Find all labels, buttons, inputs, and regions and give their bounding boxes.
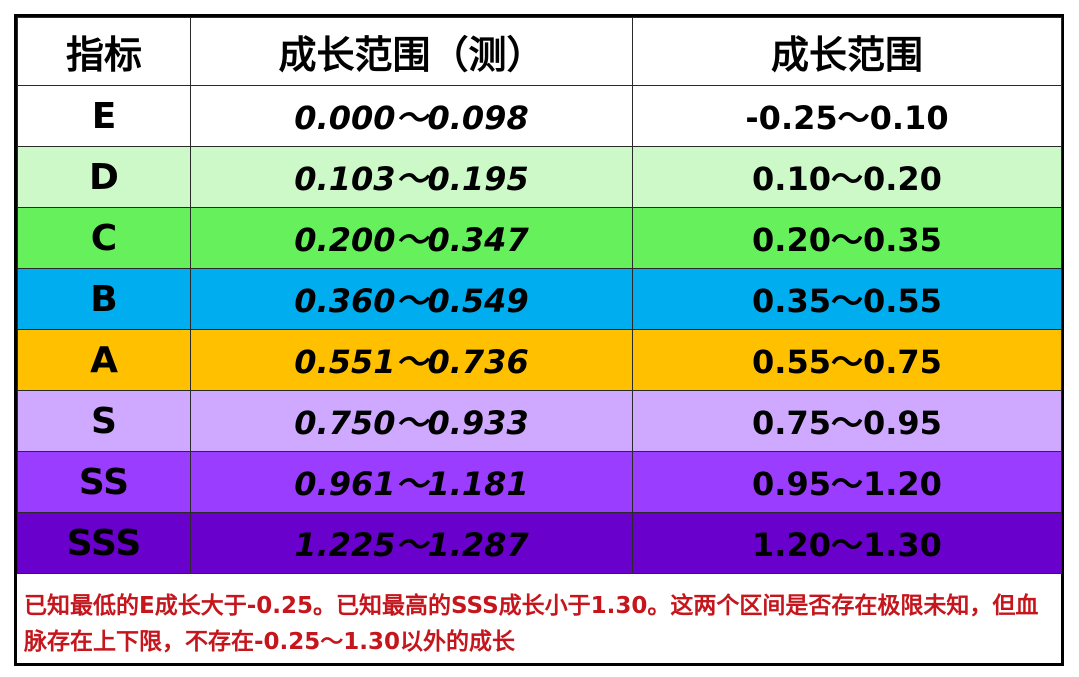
footnote-text: 已知最低的E成长大于-0.25。已知最高的SSS成长小于1.30。这两个区间是否… <box>24 593 1039 655</box>
grade-cell: D <box>17 146 191 208</box>
grade-cell: S <box>17 390 191 452</box>
header-growth-range: 成长范围 <box>632 17 1062 86</box>
measured-range-cell: 0.961～1.181 <box>190 451 633 513</box>
growth-range-cell: 0.20～0.35 <box>632 207 1062 269</box>
measured-range-cell: 0.000～0.098 <box>190 85 633 147</box>
header-measured-range: 成长范围（测） <box>190 17 633 86</box>
table-row: E 0.000～0.098 -0.25～0.10 <box>17 85 1062 147</box>
table-row: B 0.360～0.549 0.35～0.55 <box>17 268 1062 330</box>
growth-range-cell: -0.25～0.10 <box>632 85 1062 147</box>
measured-range-cell: 0.360～0.549 <box>190 268 633 330</box>
table-row: D 0.103～0.195 0.10～0.20 <box>17 146 1062 208</box>
table-row: S 0.750～0.933 0.75～0.95 <box>17 390 1062 452</box>
table-row: SS 0.961～1.181 0.95～1.20 <box>17 451 1062 513</box>
table-row: C 0.200～0.347 0.20～0.35 <box>17 207 1062 269</box>
measured-range-cell: 0.103～0.195 <box>190 146 633 208</box>
grade-cell: C <box>17 207 191 269</box>
growth-table-frame: 指标 成长范围（测） 成长范围 E 0.000～0.098 -0.25～0.10… <box>14 14 1064 666</box>
growth-range-cell: 1.20～1.30 <box>632 512 1062 574</box>
measured-range-cell: 1.225～1.287 <box>190 512 633 574</box>
measured-range-cell: 0.200～0.347 <box>190 207 633 269</box>
growth-range-cell: 0.95～1.20 <box>632 451 1062 513</box>
measured-range-cell: 0.551～0.736 <box>190 329 633 391</box>
growth-range-cell: 0.75～0.95 <box>632 390 1062 452</box>
grade-cell: SS <box>17 451 191 513</box>
measured-range-cell: 0.750～0.933 <box>190 390 633 452</box>
grade-cell: B <box>17 268 191 330</box>
table-row: SSS 1.225～1.287 1.20～1.30 <box>17 512 1062 574</box>
table-row: A 0.551～0.736 0.55～0.75 <box>17 329 1062 391</box>
growth-range-cell: 0.55～0.75 <box>632 329 1062 391</box>
grade-cell: SSS <box>17 512 191 574</box>
table-header-row: 指标 成长范围（测） 成长范围 <box>17 17 1062 86</box>
growth-range-cell: 0.35～0.55 <box>632 268 1062 330</box>
grade-cell: E <box>17 85 191 147</box>
growth-range-table: 指标 成长范围（测） 成长范围 E 0.000～0.098 -0.25～0.10… <box>17 17 1062 574</box>
header-grade: 指标 <box>17 17 191 86</box>
grade-cell: A <box>17 329 191 391</box>
growth-range-cell: 0.10～0.20 <box>632 146 1062 208</box>
